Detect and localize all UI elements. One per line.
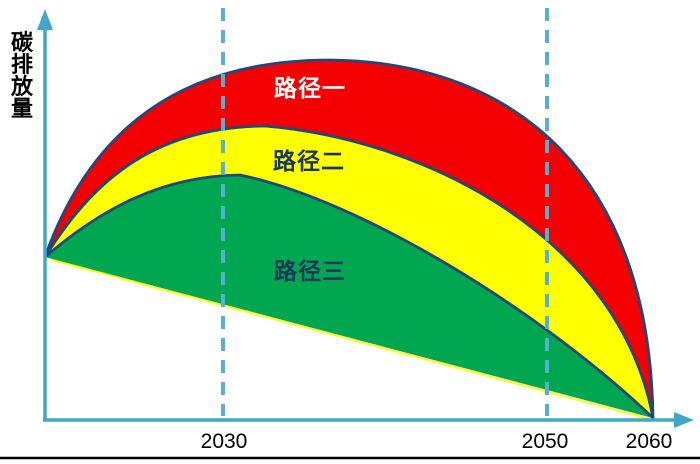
y-axis-title-char-1: 碳: [11, 30, 34, 55]
pathway1-label: 路径一: [274, 75, 346, 101]
pathway3-curve: [43, 173, 655, 420]
pathway3-area: [45, 175, 653, 418]
tick-label-2050: 2050: [522, 430, 569, 453]
pathway2-label: 路径二: [273, 148, 345, 174]
tick-label-2060: 2060: [626, 430, 673, 453]
y-axis-title-char-3: 放: [10, 74, 34, 99]
x-axis-arrow-icon: [674, 412, 694, 428]
y-axis-title-char-2: 排: [11, 52, 33, 77]
tick-label-2030: 2030: [201, 430, 248, 453]
pathway2-curve: [43, 124, 655, 420]
y-axis-arrow-icon: [37, 9, 53, 30]
y-axis-title-char-4: 量: [11, 96, 33, 121]
pathway1-curve: [43, 58, 655, 420]
baseline-yellow-fringe: [51, 259, 652, 421]
pathway3-label: 路径三: [274, 258, 346, 284]
